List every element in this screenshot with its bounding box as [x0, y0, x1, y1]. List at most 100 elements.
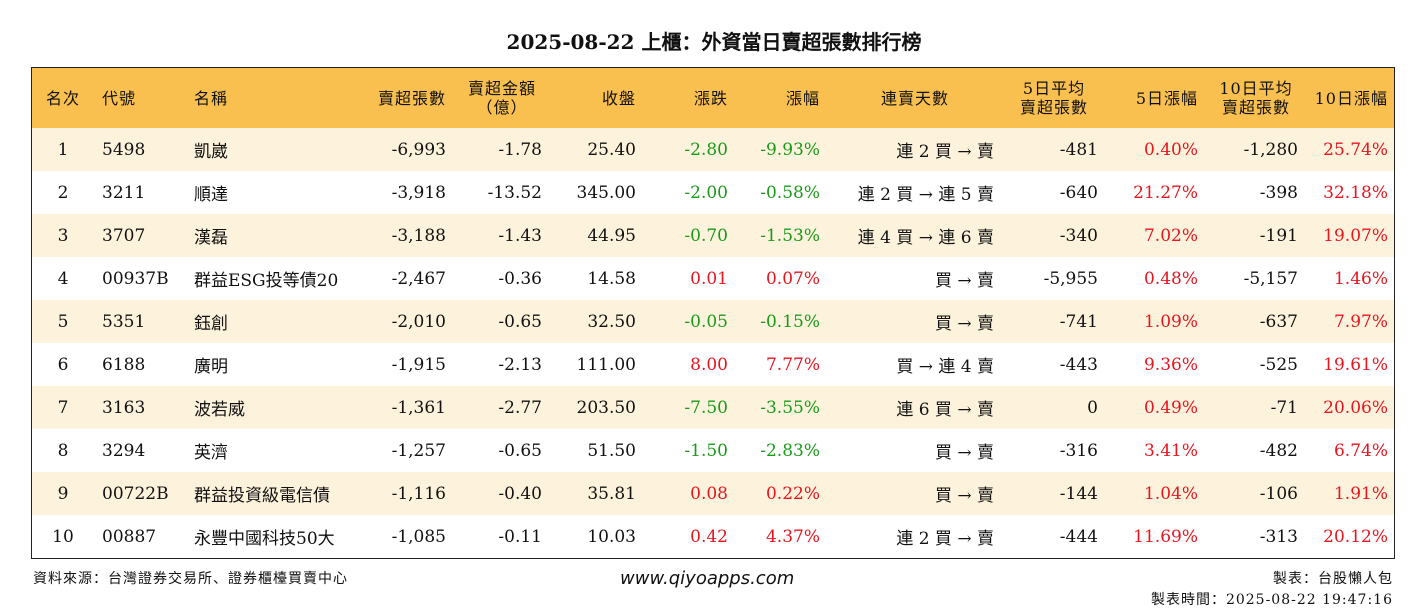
col-pct10: 10日漲幅: [1314, 88, 1388, 108]
table-row: 3 3707 漢磊 -3,188 -1.43 44.95 -0.70 -1.53% 連 4 買 …: [32, 214, 1394, 257]
cell-avg5: -481: [1059, 139, 1098, 160]
cell-change: 0.42: [690, 526, 728, 547]
cell-avg10: -313: [1259, 526, 1298, 547]
cell-avg5: -443: [1059, 354, 1098, 375]
cell-pct10: 7.97%: [1333, 311, 1388, 332]
cell-pct10: 20.06%: [1323, 397, 1388, 418]
col-avg5-line2: 賣超張數: [1019, 98, 1088, 117]
cell-avg10: -525: [1259, 354, 1298, 375]
cell-streak: 買 → 賣: [934, 271, 994, 291]
col-avg10-line2: 賣超張數: [1221, 98, 1290, 117]
cell-code: 00722B: [102, 483, 169, 504]
cell-sell-amt: -0.65: [498, 311, 542, 332]
cell-close: 203.50: [576, 397, 636, 418]
cell-code: 3211: [102, 182, 146, 203]
cell-change: 8.00: [690, 354, 728, 375]
cell-rank: 4: [57, 268, 69, 289]
cell-name: 群益ESG投等債20: [194, 271, 339, 291]
cell-rank: 9: [57, 483, 69, 504]
cell-change: -7.50: [684, 397, 728, 418]
table-row: 6 6188 廣明 -1,915 -2.13 111.00 8.00 7.77% 買 → 連 4…: [32, 343, 1394, 386]
cell-streak: 連 4 買 → 連 6 賣: [857, 228, 994, 248]
table-row: 7 3163 波若威 -1,361 -2.77 203.50 -7.50 -3.55% 連 6 …: [32, 386, 1394, 429]
cell-change: 0.01: [690, 268, 728, 289]
cell-avg10: -106: [1259, 483, 1298, 504]
cell-name: 鈺創: [194, 314, 228, 334]
cell-pct: 4.37%: [765, 526, 820, 547]
cell-avg5: -640: [1059, 182, 1098, 203]
cell-close: 44.95: [587, 225, 636, 246]
cell-avg10: -5,157: [1243, 268, 1298, 289]
cell-avg5: -444: [1059, 526, 1098, 547]
cell-pct5: 1.09%: [1143, 311, 1198, 332]
cell-sell-qty: -1,116: [391, 483, 446, 504]
cell-code: 3294: [102, 440, 146, 461]
col-change: 漲跌: [693, 88, 728, 108]
cell-pct: 7.77%: [765, 354, 820, 375]
cell-avg5: -340: [1059, 225, 1098, 246]
website-link[interactable]: www.qiyoapps.com: [620, 568, 795, 589]
cell-sell-amt: -2.77: [498, 397, 542, 418]
cell-sell-qty: -6,993: [391, 139, 446, 160]
cell-sell-qty: -3,188: [391, 225, 446, 246]
cell-rank: 7: [57, 397, 69, 418]
cell-avg5: -741: [1059, 311, 1098, 332]
col-streak: 連賣天數: [880, 88, 949, 108]
col-name: 名稱: [194, 88, 229, 108]
cell-avg10: -637: [1259, 311, 1298, 332]
ranking-table: 名次 代號 名稱 賣超張數 賣超金額 （億） 收盤 漲跌 漲幅 連賣天數 5日平…: [31, 67, 1395, 559]
col-pct: 漲幅: [785, 88, 820, 108]
cell-rank: 10: [52, 526, 74, 547]
cell-pct5: 9.36%: [1143, 354, 1198, 375]
col-avg5: 5日平均 賣超張數: [1002, 68, 1106, 128]
cell-streak: 買 → 賣: [934, 486, 994, 506]
page-title: 2025-08-22 上櫃：外資當日賣超張數排行榜: [506, 30, 922, 54]
cell-streak: 連 2 買 → 賣: [896, 529, 994, 549]
cell-close: 51.50: [587, 440, 636, 461]
table-row: 5 5351 鈺創 -2,010 -0.65 32.50 -0.05 -0.15% 買 → 賣 -…: [32, 300, 1394, 343]
cell-name: 英濟: [194, 443, 228, 463]
cell-pct: 0.22%: [765, 483, 820, 504]
cell-avg10: -191: [1259, 225, 1298, 246]
cell-sell-amt: -1.43: [498, 225, 542, 246]
table-header-row: 名次 代號 名稱 賣超張數 賣超金額 （億） 收盤 漲跌 漲幅 連賣天數 5日平…: [32, 68, 1394, 128]
cell-pct: 0.07%: [765, 268, 820, 289]
maker-credit: 製表：台股懶人包: [1273, 571, 1393, 587]
col-rank: 名次: [45, 88, 80, 108]
cell-streak: 買 → 賣: [934, 314, 994, 334]
table-row: 10 00887 永豐中國科技50大 -1,085 -0.11 10.03 0.42 4.37…: [32, 515, 1394, 558]
made-timestamp: 製表時間：2025-08-22 19:47:16: [1150, 592, 1393, 608]
col-sell-qty: 賣超張數: [377, 88, 446, 108]
cell-pct10: 20.12%: [1323, 526, 1388, 547]
cell-sell-amt: -0.40: [498, 483, 542, 504]
cell-change: -2.80: [684, 139, 728, 160]
col-avg10-line1: 10日平均: [1219, 79, 1293, 98]
cell-pct10: 32.18%: [1323, 182, 1388, 203]
col-sell-amt-line1: 賣超金額: [467, 79, 536, 98]
cell-code: 5498: [102, 139, 146, 160]
cell-sell-amt: -0.65: [498, 440, 542, 461]
cell-sell-qty: -2,467: [391, 268, 446, 289]
cell-sell-amt: -2.13: [498, 354, 542, 375]
cell-close: 25.40: [587, 139, 636, 160]
cell-name: 永豐中國科技50大: [194, 529, 335, 549]
cell-change: -2.00: [684, 182, 728, 203]
cell-pct: -0.15%: [760, 311, 820, 332]
cell-name: 波若威: [194, 400, 245, 420]
data-source: 資料來源：台灣證券交易所、證券櫃檯買賣中心: [33, 571, 348, 587]
cell-rank: 3: [57, 225, 69, 246]
cell-sell-amt: -0.36: [498, 268, 542, 289]
col-avg5-line1: 5日平均: [1022, 79, 1086, 98]
cell-avg10: -482: [1259, 440, 1298, 461]
table-row: 4 00937B 群益ESG投等債20 -2,467 -0.36 14.58 0.01 0.0…: [32, 257, 1394, 300]
cell-pct: -0.58%: [760, 182, 820, 203]
cell-pct10: 1.46%: [1333, 268, 1388, 289]
col-pct5: 5日漲幅: [1135, 88, 1198, 108]
cell-pct: -3.55%: [760, 397, 820, 418]
cell-pct5: 11.69%: [1133, 526, 1198, 547]
cell-code: 5351: [102, 311, 146, 332]
cell-rank: 5: [57, 311, 69, 332]
cell-sell-qty: -3,918: [391, 182, 446, 203]
cell-pct10: 19.61%: [1323, 354, 1388, 375]
cell-streak: 連 2 買 → 賣: [896, 142, 994, 162]
